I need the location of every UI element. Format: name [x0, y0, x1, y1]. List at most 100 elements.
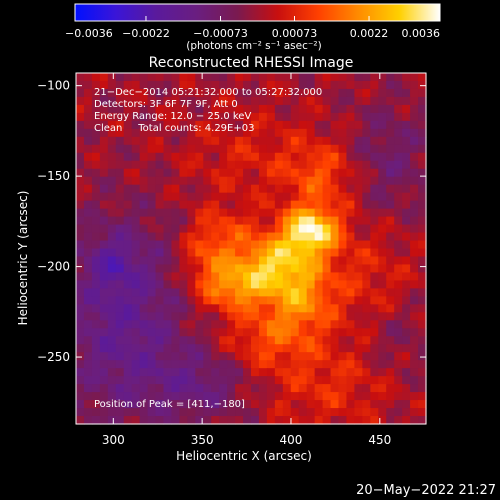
heatmap-cell: [330, 416, 340, 425]
heatmap-cell: [115, 392, 125, 401]
heatmap-cell: [314, 184, 324, 194]
heatmap-cell: [123, 248, 133, 258]
heatmap-cell: [187, 312, 196, 321]
heatmap-cell: [370, 160, 379, 170]
heatmap-cell: [139, 408, 149, 417]
heatmap-cell: [163, 376, 173, 385]
heatmap-cell: [410, 224, 419, 234]
heatmap-cell: [258, 400, 268, 409]
heatmap-cell: [187, 200, 196, 210]
heatmap-cell: [282, 168, 292, 178]
heatmap-cell: [298, 136, 308, 146]
heatmap-cell: [418, 272, 427, 282]
heatmap-cell: [107, 416, 117, 425]
heatmap-cell: [211, 152, 220, 162]
heatmap-cell: [83, 304, 93, 313]
heatmap-cell: [346, 416, 355, 425]
heatmap-cell: [346, 120, 355, 130]
y-axis-tick-label: −250: [37, 350, 70, 364]
heatmap-cell: [290, 344, 300, 353]
heatmap-cell: [322, 320, 332, 329]
heatmap-cell: [235, 384, 244, 393]
heatmap-cell: [203, 184, 212, 194]
heatmap-cell: [235, 96, 244, 106]
heatmap-cell: [370, 312, 379, 321]
heatmap-cell: [251, 128, 260, 138]
heatmap-cell: [91, 368, 101, 377]
heatmap-cell: [235, 152, 244, 162]
heatmap-cell: [338, 216, 348, 226]
heatmap-cell: [314, 104, 324, 114]
heatmap-cell: [99, 352, 109, 361]
heatmap-cell: [91, 312, 101, 321]
heatmap-cell: [346, 152, 355, 162]
heatmap-cell: [163, 296, 173, 305]
heatmap-cell: [203, 73, 212, 82]
heatmap-cell: [179, 120, 188, 130]
heatmap-cell: [83, 264, 93, 274]
heatmap-cell: [258, 240, 268, 250]
heatmap-cell: [227, 392, 236, 401]
heatmap-cell: [163, 312, 173, 321]
heatmap-cell: [362, 176, 371, 186]
heatmap-cell: [187, 96, 196, 106]
heatmap-cell: [76, 288, 85, 297]
heatmap-cell: [258, 160, 268, 170]
heatmap-cell: [258, 144, 268, 154]
heatmap-cell: [338, 136, 348, 146]
heatmap-cell: [330, 80, 340, 90]
heatmap-cell: [107, 328, 117, 337]
heatmap-cell: [219, 304, 228, 313]
heatmap-cell: [171, 248, 180, 258]
heatmap-cell: [274, 368, 284, 377]
heatmap-cell: [91, 120, 101, 130]
heatmap-cell: [139, 136, 149, 146]
heatmap-cell: [394, 152, 403, 162]
heatmap-cell: [362, 312, 371, 321]
heatmap-cell: [282, 176, 292, 186]
heatmap-cell: [147, 216, 157, 226]
heatmap-cell: [258, 344, 268, 353]
heatmap-cell: [83, 176, 93, 186]
heatmap-cell: [410, 240, 419, 250]
heatmap-cell: [243, 360, 252, 369]
heatmap-cell: [171, 360, 180, 369]
heatmap-cell: [243, 288, 252, 297]
heatmap-cell: [251, 416, 260, 425]
heatmap-cell: [266, 320, 276, 329]
heatmap-cell: [370, 376, 379, 385]
heatmap-cell: [402, 144, 411, 154]
heatmap-cell: [266, 312, 276, 321]
heatmap-cell: [306, 73, 316, 82]
heatmap-cell: [410, 392, 419, 401]
heatmap-cell: [290, 360, 300, 369]
heatmap-cell: [354, 272, 363, 282]
heatmap-cell: [362, 328, 371, 337]
heatmap-cell: [211, 360, 220, 369]
heatmap-cell: [211, 73, 220, 82]
heatmap-cell: [171, 336, 180, 345]
heatmap-cell: [107, 344, 117, 353]
heatmap-cell: [402, 224, 411, 234]
heatmap-cell: [354, 264, 363, 274]
heatmap-cell: [298, 408, 308, 417]
heatmap-cell: [266, 200, 276, 210]
heatmap-cell: [418, 88, 427, 98]
heatmap-cell: [298, 344, 308, 353]
heatmap-cell: [346, 344, 355, 353]
heatmap-cell: [243, 73, 252, 82]
heatmap-cell: [203, 88, 212, 98]
heatmap-cell: [346, 192, 355, 202]
heatmap-cell: [322, 216, 332, 226]
heatmap-cell: [107, 384, 117, 393]
heatmap-cell: [402, 80, 411, 90]
heatmap-cell: [410, 96, 419, 106]
heatmap-cell: [402, 384, 411, 393]
heatmap-cell: [147, 232, 157, 242]
heatmap-cell: [155, 208, 165, 218]
heatmap-cell: [235, 256, 244, 266]
heatmap-cell: [362, 304, 371, 313]
heatmap-cell: [83, 352, 93, 361]
x-axis-tick-label: 400: [280, 433, 303, 447]
